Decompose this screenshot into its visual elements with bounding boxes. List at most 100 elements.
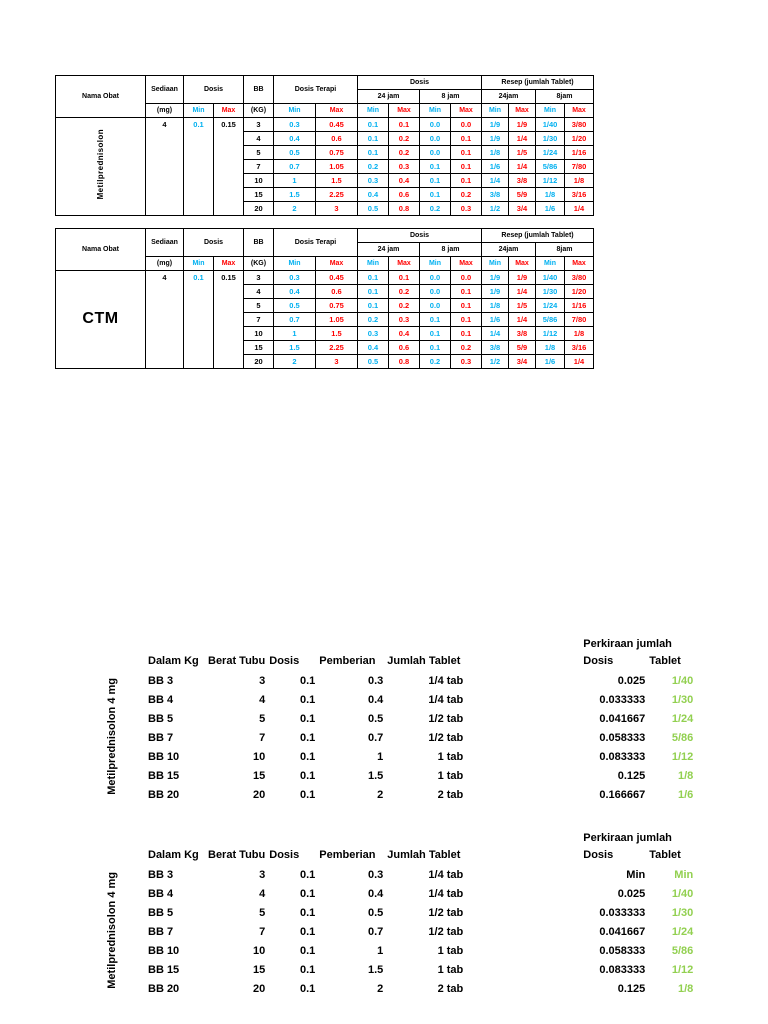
terapi-max: 1.05 (315, 312, 358, 327)
drug-name-cell: CTM (55, 270, 146, 369)
dosage-table-metilprednisolon: Nama Obat Sediaan Dosis BB Dosis Terapi … (55, 75, 594, 216)
table-row: 15 1.5 2.25 0.4 0.6 0.1 0.2 3/8 5/9 1/8 3/16 (56, 340, 594, 355)
col-header-perkiraan-tablet: Tablet (649, 848, 681, 861)
pemberian-value: 0.4 (367, 693, 384, 706)
resep8-min: 1/8 (535, 340, 565, 355)
pemberian-value: 0.3 (367, 674, 384, 687)
dosis24-max: 0.3 (388, 159, 420, 174)
header-min: Min (183, 256, 214, 271)
header-min: Min (419, 256, 451, 271)
bb-value: 10 (243, 173, 274, 188)
dosis8-min: 0.0 (419, 270, 451, 285)
bb-value: 4 (243, 131, 274, 146)
resep24-max: 1/4 (508, 312, 536, 327)
resep8-min: 1/30 (535, 284, 565, 299)
resep8-max: 3/16 (564, 340, 594, 355)
calc-row: BB 15 15 0.1 1.5 1 tab 0.125 1/8 (146, 766, 695, 785)
resep8-max: 1/16 (564, 298, 594, 313)
dosis24-min: 0.1 (357, 284, 389, 299)
perkiraan-header: Perkiraan jumlah (583, 832, 672, 844)
resep8-min: 5/86 (535, 159, 565, 174)
bb-label: BB 15 (148, 963, 180, 976)
terapi-max: 0.75 (315, 145, 358, 160)
resep24-min: 1/9 (481, 284, 509, 299)
header-max: Max (315, 256, 358, 271)
terapi-max: 1.05 (315, 159, 358, 174)
resep8-max: 3/80 (564, 270, 594, 285)
resep24-max: 3/4 (508, 201, 536, 216)
dosis24-max: 0.4 (388, 326, 420, 341)
resep8-max: 1/20 (564, 284, 594, 299)
header-max: Max (388, 256, 420, 271)
dosis8-min: 0.0 (419, 145, 451, 160)
resep8-min: 1/40 (535, 270, 565, 285)
perkiraan-dosis-value: 0.058333 (599, 944, 646, 957)
berat-value: 5 (259, 712, 266, 725)
spacer (465, 709, 581, 728)
bb-value: 20 (243, 354, 274, 369)
perkiraan-tablet-value: 1/40 (671, 674, 694, 687)
dosis24-max: 0.3 (388, 312, 420, 327)
terapi-min: 1 (273, 326, 316, 341)
header-max: Max (315, 103, 358, 118)
dosis24-min: 0.2 (357, 312, 389, 327)
resep8-min: 1/12 (535, 173, 565, 188)
resep24-max: 3/8 (508, 326, 536, 341)
dosis8-min: 0.1 (419, 340, 451, 355)
dosis-value: 0.1 (299, 963, 316, 976)
spacer (465, 903, 581, 922)
berat-value: 3 (259, 674, 266, 687)
col-header-dosis: Dosis (269, 654, 300, 667)
resep8-max: 1/8 (564, 173, 594, 188)
col-header-berat-tubuh: Berat Tubu (208, 654, 266, 667)
header-min: Min (481, 103, 509, 118)
header-resep-8jam: 8jam (535, 89, 594, 104)
dosis24-min: 0.2 (357, 159, 389, 174)
calc-row: BB 3 3 0.1 0.3 1/4 tab 0.025 1/40 (146, 671, 695, 690)
calc-block-2: Metilprednisolon 4 mg Perkiraan jumlah D… (100, 822, 740, 998)
dosis24-min: 0.1 (357, 131, 389, 146)
spacer (465, 747, 581, 766)
dosis-value: 0.1 (299, 674, 316, 687)
header-max: Max (213, 103, 244, 118)
table-row: 20 2 3 0.5 0.8 0.2 0.3 1/2 3/4 1/6 1/4 (56, 354, 594, 369)
bb-value: 5 (243, 145, 274, 160)
side-label-metilprednisolon: Metilprednisolon 4 mg (106, 678, 118, 795)
resep24-max: 1/9 (508, 117, 536, 132)
spacer (465, 979, 581, 998)
terapi-max: 3 (315, 201, 358, 216)
col-header-jumlah-tablet: Jumlah Tablet (387, 848, 461, 861)
resep8-max: 7/80 (564, 312, 594, 327)
terapi-max: 0.6 (315, 284, 358, 299)
resep24-max: 1/9 (508, 270, 536, 285)
perkiraan-tablet-value: 1/12 (671, 963, 694, 976)
calc-row: BB 7 7 0.1 0.7 1/2 tab 0.041667 1/24 (146, 922, 695, 941)
dosis8-min: 0.1 (419, 159, 451, 174)
bb-label: BB 15 (148, 769, 180, 782)
calc-row: BB 20 20 0.1 2 2 tab 0.166667 1/6 (146, 785, 695, 804)
calc-row: BB 10 10 0.1 1 1 tab 0.083333 1/12 (146, 747, 695, 766)
perkiraan-dosis-value: 0.125 (617, 769, 646, 782)
jumlah-tablet-value: 1/2 tab (428, 731, 464, 744)
perkiraan-dosis-value: 0.041667 (599, 712, 646, 725)
header-min: Min (183, 103, 214, 118)
berat-value: 5 (259, 906, 266, 919)
dosis24-min: 0.1 (357, 298, 389, 313)
header-min: Min (273, 256, 316, 271)
berat-value: 15 (253, 963, 266, 976)
jumlah-tablet-value: 1/4 tab (428, 693, 464, 706)
pemberian-value: 0.5 (367, 906, 384, 919)
dosis24-max: 0.8 (388, 354, 420, 369)
dosis-value: 0.1 (299, 788, 316, 801)
dosis-value: 0.1 (299, 750, 316, 763)
dosis-value: 0.1 (299, 925, 316, 938)
terapi-min: 0.3 (273, 270, 316, 285)
dosis-value: 0.1 (299, 731, 316, 744)
header-sediaan: Sediaan (145, 75, 184, 104)
berat-value: 4 (259, 693, 266, 706)
pemberian-value: 0.3 (367, 868, 384, 881)
resep24-min: 1/9 (481, 270, 509, 285)
header-dosis-terapi: Dosis Terapi (273, 75, 358, 104)
jumlah-tablet-value: 1/2 tab (428, 925, 464, 938)
header-max: Max (508, 256, 536, 271)
